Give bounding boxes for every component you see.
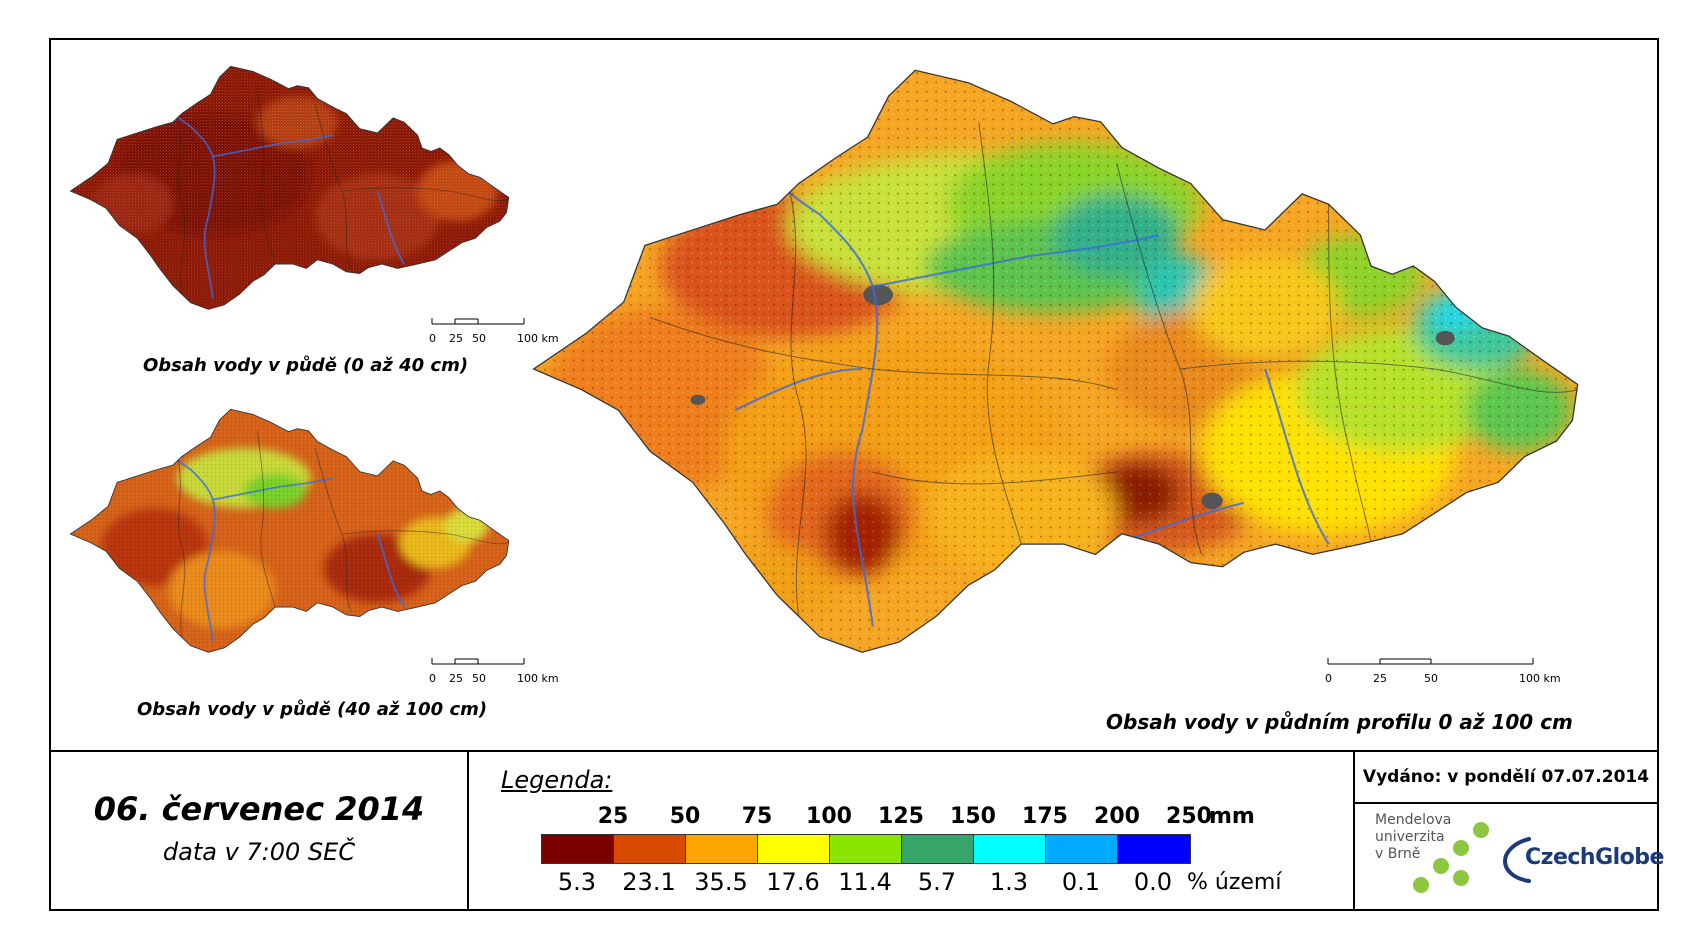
mendel-logo-dot — [1473, 822, 1489, 838]
top-small-map — [70, 65, 510, 310]
legend-swatch — [1118, 835, 1190, 863]
mendel-line: v Brně — [1375, 846, 1421, 862]
issue-panel: Vydáno: v pondělí 07.07.2014 Mendelova u… — [1355, 752, 1664, 911]
legend-mm-tick: 50 — [669, 804, 701, 829]
legend-swatch — [686, 835, 758, 863]
scale-label: 0 — [429, 672, 436, 685]
figure-frame: 0 25 50 100 km 0 25 50 100 km 0 25 50 10… — [49, 38, 1664, 911]
maps-area: 0 25 50 100 km 0 25 50 100 km 0 25 50 10… — [51, 40, 1657, 750]
scale-label: 0 — [429, 332, 436, 345]
legend-swatch — [614, 835, 686, 863]
legend-swatch — [902, 835, 974, 863]
legend-percentage: 5.7 — [917, 868, 957, 896]
legend-percentage: 35.5 — [694, 868, 748, 896]
date-subtitle: data v 7:00 SEČ — [162, 838, 356, 866]
maps-svg — [70, 65, 1579, 665]
main-map — [532, 69, 1579, 653]
legend-swatches — [541, 834, 1191, 864]
legend-swatch — [974, 835, 1046, 863]
legend-swatch — [1046, 835, 1118, 863]
scale-label: 25 — [449, 672, 463, 685]
main-scalebar: 0 25 50 100 km — [1323, 658, 1561, 688]
legend-mm-tick: 75 — [741, 804, 773, 829]
top-small-map-title: Obsah vody v půdě (0 až 40 cm) — [143, 355, 469, 376]
legend-mm-tick: 100 — [806, 804, 852, 829]
legend-mm-tick: 200 — [1094, 804, 1140, 829]
czechglobe-logo-text: CzechGlobe — [1525, 845, 1664, 870]
legend-percentage: 23.1 — [622, 868, 676, 896]
legend-title: Legenda: — [501, 766, 613, 794]
legend-mm-tick: 150 — [950, 804, 996, 829]
legend-swatch — [830, 835, 902, 863]
legend-percentage: 0.1 — [1061, 868, 1101, 896]
mm-unit-label: mm — [1209, 804, 1255, 829]
mendel-logo-dot — [1433, 858, 1449, 874]
legend-mm-tick: 25 — [597, 804, 629, 829]
legend-percentage: 1.3 — [989, 868, 1029, 896]
legend-percentage: 11.4 — [838, 868, 892, 896]
scale-label: 0 — [1325, 672, 1332, 685]
scalebar-graphics — [431, 318, 1534, 665]
legend-swatch — [542, 835, 614, 863]
bottom-panel: 06. červenec 2014 data v 7:00 SEČ Legend… — [51, 750, 1664, 911]
scale-label: 50 — [472, 672, 486, 685]
scale-label: 100 km — [517, 672, 559, 685]
bottom-small-map — [70, 408, 510, 653]
czechglobe-logo-icon — [1503, 837, 1531, 883]
issued-date: Vydáno: v pondělí 07.07.2014 — [1355, 752, 1657, 804]
legend-percentage: 17.6 — [766, 868, 820, 896]
date-title: 06. červenec 2014 — [93, 790, 425, 828]
top-small-scalebar: 0 25 50 100 km — [427, 318, 567, 348]
legend-mm-tick: 250 — [1166, 804, 1212, 829]
mendel-logo-dot — [1453, 870, 1469, 886]
main-map-title: Obsah vody v půdním profilu 0 až 100 cm — [1106, 710, 1573, 734]
legend-percentage: 0.0 — [1133, 868, 1173, 896]
legend-mm-tick: 175 — [1022, 804, 1068, 829]
pct-unit-label: % území — [1187, 870, 1282, 895]
mendel-logo-dot — [1413, 877, 1429, 893]
scale-label: 25 — [1373, 672, 1387, 685]
mendel-logo-dot — [1453, 840, 1469, 856]
legend-mm-tick: 125 — [878, 804, 924, 829]
mendel-line: Mendelova — [1375, 812, 1452, 828]
bottom-small-scalebar: 0 25 50 100 km — [427, 658, 567, 688]
date-panel: 06. červenec 2014 data v 7:00 SEČ — [51, 752, 469, 911]
mendel-line: univerzita — [1375, 829, 1445, 845]
scale-label: 100 km — [1519, 672, 1561, 685]
scale-label: 50 — [472, 332, 486, 345]
bottom-small-map-title: Obsah vody v půdě (40 až 100 cm) — [137, 699, 488, 720]
scale-label: 50 — [1424, 672, 1438, 685]
scale-label: 100 km — [517, 332, 559, 345]
scale-label: 25 — [449, 332, 463, 345]
legend-panel: Legenda: 25 50 75 100 125 150 175 200 250 mm 5.3… — [469, 752, 1355, 911]
legend-swatch — [758, 835, 830, 863]
legend-percentage: 5.3 — [557, 868, 597, 896]
mendel-university-logo-text: Mendelova univerzita v Brně — [1375, 812, 1451, 863]
